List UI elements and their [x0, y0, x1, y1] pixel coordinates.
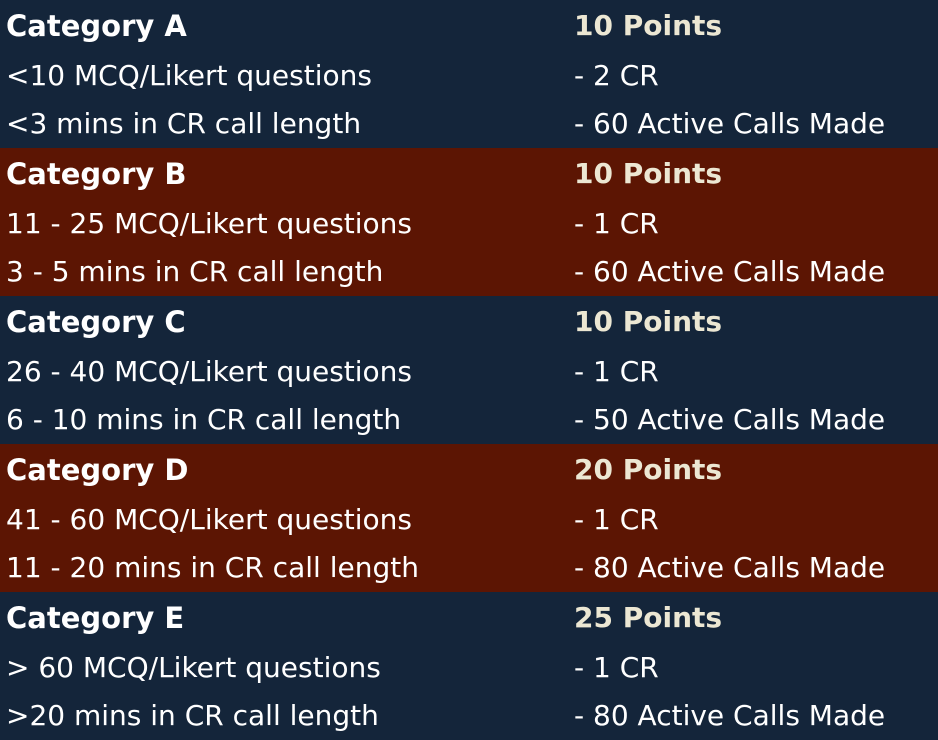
category-d-title: Category D	[6, 453, 189, 487]
category-d-question-range: 41 - 60 MCQ/Likert questions	[6, 503, 413, 536]
category-d-cr-requirement: - 1 CR	[574, 503, 659, 536]
category-a-row-2: <3 mins in CR call length - 60 Active Ca…	[0, 100, 938, 148]
category-b-points: 10 Points	[574, 157, 723, 190]
category-a-title: Category A	[6, 9, 187, 43]
category-d-row-2: 11 - 20 mins in CR call length - 80 Acti…	[0, 544, 938, 592]
category-c-call-length: 6 - 10 mins in CR call length	[6, 403, 402, 436]
category-d-row-1: 41 - 60 MCQ/Likert questions - 1 CR	[0, 496, 938, 544]
category-d-active-calls: - 80 Active Calls Made	[574, 551, 886, 584]
category-c-question-range: 26 - 40 MCQ/Likert questions	[6, 355, 413, 388]
category-c-active-calls: - 50 Active Calls Made	[574, 403, 886, 436]
category-c-header-row: Category C 10 Points	[0, 296, 938, 348]
category-b-title: Category B	[6, 157, 187, 191]
category-e-title: Category E	[6, 601, 185, 635]
category-a-block: Category A 10 Points <10 MCQ/Likert ques…	[0, 0, 938, 148]
category-b-row-2: 3 - 5 mins in CR call length - 60 Active…	[0, 248, 938, 296]
category-b-call-length: 3 - 5 mins in CR call length	[6, 255, 384, 288]
category-d-block: Category D 20 Points 41 - 60 MCQ/Likert …	[0, 444, 938, 592]
category-a-active-calls: - 60 Active Calls Made	[574, 107, 886, 140]
category-c-row-1: 26 - 40 MCQ/Likert questions - 1 CR	[0, 348, 938, 396]
category-c-row-2: 6 - 10 mins in CR call length - 50 Activ…	[0, 396, 938, 444]
category-b-row-1: 11 - 25 MCQ/Likert questions - 1 CR	[0, 200, 938, 248]
category-e-row-2: >20 mins in CR call length - 80 Active C…	[0, 692, 938, 740]
category-b-active-calls: - 60 Active Calls Made	[574, 255, 886, 288]
category-e-points: 25 Points	[574, 601, 723, 634]
category-a-call-length: <3 mins in CR call length	[6, 107, 362, 140]
category-d-points: 20 Points	[574, 453, 723, 486]
category-b-cr-requirement: - 1 CR	[574, 207, 659, 240]
category-c-cr-requirement: - 1 CR	[574, 355, 659, 388]
category-c-block: Category C 10 Points 26 - 40 MCQ/Likert …	[0, 296, 938, 444]
category-c-title: Category C	[6, 305, 186, 339]
category-a-points: 10 Points	[574, 9, 723, 42]
category-d-call-length: 11 - 20 mins in CR call length	[6, 551, 419, 584]
category-e-call-length: >20 mins in CR call length	[6, 699, 379, 732]
category-e-header-row: Category E 25 Points	[0, 592, 938, 644]
category-a-header-row: Category A 10 Points	[0, 0, 938, 52]
category-a-row-1: <10 MCQ/Likert questions - 2 CR	[0, 52, 938, 100]
category-c-points: 10 Points	[574, 305, 723, 338]
category-e-question-range: > 60 MCQ/Likert questions	[6, 651, 381, 684]
category-e-block: Category E 25 Points > 60 MCQ/Likert que…	[0, 592, 938, 737]
category-e-cr-requirement: - 1 CR	[574, 651, 659, 684]
category-a-cr-requirement: - 2 CR	[574, 59, 659, 92]
category-e-row-1: > 60 MCQ/Likert questions - 1 CR	[0, 644, 938, 692]
category-d-header-row: Category D 20 Points	[0, 444, 938, 496]
category-b-header-row: Category B 10 Points	[0, 148, 938, 200]
category-a-question-range: <10 MCQ/Likert questions	[6, 59, 372, 92]
category-b-block: Category B 10 Points 11 - 25 MCQ/Likert …	[0, 148, 938, 296]
category-e-active-calls: - 80 Active Calls Made	[574, 699, 886, 732]
category-b-question-range: 11 - 25 MCQ/Likert questions	[6, 207, 413, 240]
